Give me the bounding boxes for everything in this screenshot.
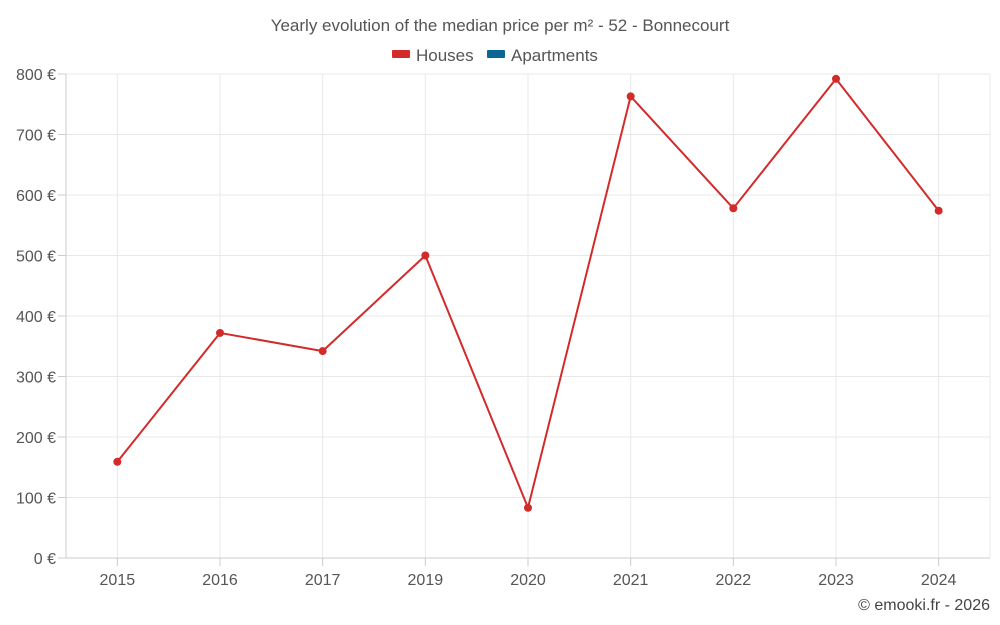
y-tick-label: 100 € bbox=[16, 491, 56, 508]
data-point-houses-2022[interactable] bbox=[729, 204, 738, 213]
y-tick-label: 300 € bbox=[16, 370, 56, 387]
legend-label-apartments: Apartments bbox=[511, 46, 598, 65]
axes bbox=[58, 73, 990, 566]
x-tick-label: 2019 bbox=[408, 572, 444, 589]
y-tick-label: 0 € bbox=[34, 551, 56, 568]
data-point-houses-2015[interactable] bbox=[113, 457, 122, 466]
y-tick-label: 400 € bbox=[16, 309, 56, 326]
data-point-houses-2019[interactable] bbox=[421, 251, 430, 260]
x-tick-label: 2015 bbox=[100, 572, 136, 589]
x-axis-ticks: 2015 2016 2017 2019 2020 2021 2022 2023 2024 bbox=[100, 572, 957, 589]
credit-text: © emooki.fr - 2026 bbox=[858, 597, 990, 614]
data-point-houses-2021[interactable] bbox=[626, 92, 635, 101]
data-point-houses-2016[interactable] bbox=[216, 328, 224, 337]
y-tick-label: 600 € bbox=[16, 188, 56, 205]
y-tick-label: 800 € bbox=[16, 67, 56, 84]
y-tick-label: 700 € bbox=[16, 128, 56, 145]
legend-item-apartments[interactable]: Apartments bbox=[487, 46, 598, 65]
y-tick-label: 200 € bbox=[16, 430, 56, 447]
data-point-houses-2017[interactable] bbox=[318, 347, 327, 356]
legend: Houses Apartments bbox=[392, 46, 598, 65]
x-tick-label: 2021 bbox=[613, 572, 649, 589]
gridlines bbox=[66, 73, 991, 558]
x-tick-label: 2016 bbox=[202, 572, 238, 589]
chart-title: Yearly evolution of the median price per… bbox=[271, 16, 730, 35]
x-tick-label: 2017 bbox=[305, 572, 341, 589]
data-point-houses-2020[interactable] bbox=[524, 503, 532, 512]
x-tick-label: 2020 bbox=[510, 572, 546, 589]
x-tick-label: 2023 bbox=[818, 572, 854, 589]
y-axis-ticks: 0 € 100 € 200 € 300 € 400 € 500 € 600 € 700 € 80… bbox=[16, 67, 56, 568]
legend-swatch-houses bbox=[392, 50, 410, 58]
series bbox=[113, 74, 943, 512]
x-tick-label: 2022 bbox=[716, 572, 752, 589]
y-tick-label: 500 € bbox=[16, 249, 56, 266]
legend-item-houses[interactable]: Houses bbox=[392, 46, 474, 65]
series-houses bbox=[113, 74, 943, 512]
legend-label-houses: Houses bbox=[416, 46, 474, 65]
data-point-houses-2024[interactable] bbox=[934, 206, 943, 215]
data-point-houses-2023[interactable] bbox=[832, 74, 840, 83]
legend-swatch-apartments bbox=[487, 50, 505, 58]
x-tick-label: 2024 bbox=[921, 572, 957, 589]
